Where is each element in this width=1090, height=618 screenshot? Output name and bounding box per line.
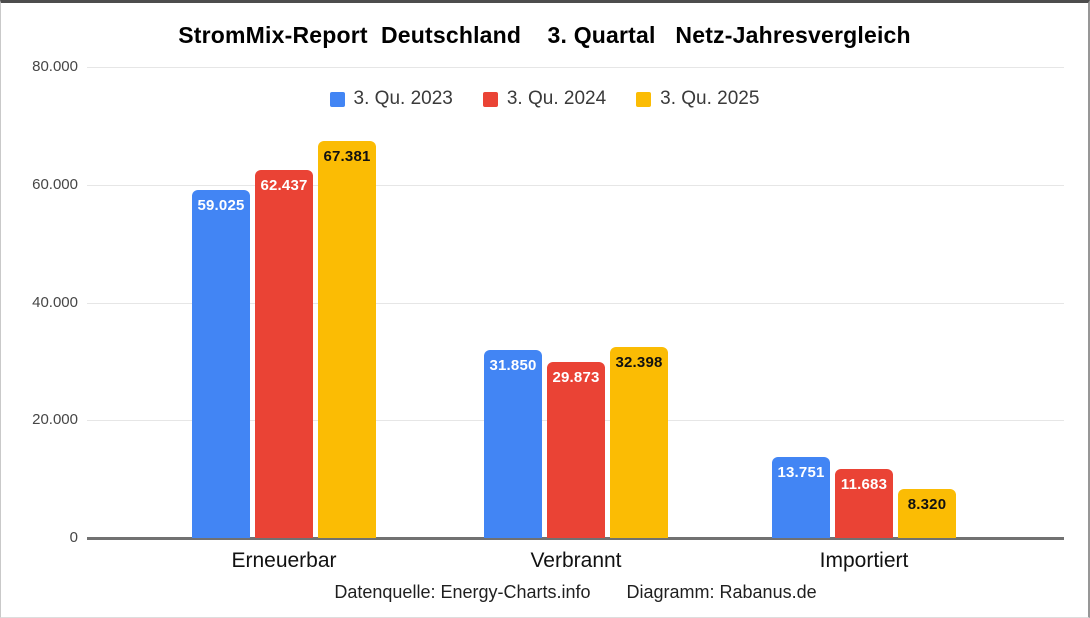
bar: 31.850 — [484, 350, 542, 538]
y-tick-label: 20.000 — [32, 411, 78, 429]
bar: 11.683 — [835, 469, 893, 538]
legend-item: 3. Qu. 2023 — [329, 88, 453, 110]
gridline — [87, 185, 1064, 186]
legend-label: 3. Qu. 2023 — [353, 88, 453, 109]
chart-title: StromMix-Report Deutschland 3. Quartal N… — [178, 22, 911, 48]
bar-value-label: 67.381 — [323, 148, 371, 166]
bar-value-label: 32.398 — [615, 354, 663, 372]
bar: 62.437 — [255, 170, 313, 538]
bar-value-label: 59.025 — [197, 197, 245, 215]
gridline — [87, 303, 1064, 304]
x-axis-line — [87, 537, 1064, 540]
category-label: Verbrannt — [530, 549, 622, 572]
legend-swatch-icon — [482, 91, 498, 107]
legend-label: 3. Qu. 2025 — [660, 88, 760, 109]
gridline — [87, 67, 1064, 68]
legend-item: 3. Qu. 2024 — [482, 88, 607, 110]
category-label: Erneuerbar — [231, 549, 337, 572]
bar-value-label: 31.850 — [489, 357, 537, 375]
y-tick-label: 80.000 — [32, 58, 78, 75]
bar-value-label: 13.751 — [777, 464, 825, 482]
y-tick-label: 60.000 — [32, 175, 78, 193]
bar-value-label: 29.873 — [552, 369, 600, 387]
y-tick-label: 0 — [69, 529, 78, 546]
bar: 59.025 — [192, 190, 250, 538]
chart-legend: 3. Qu. 2023 3. Qu. 2024 3. Qu. 2025 — [1, 88, 1088, 110]
bar: 67.381 — [318, 141, 376, 538]
bar-value-label: 62.437 — [260, 177, 308, 195]
category-label: Importiert — [819, 549, 909, 572]
bar: 29.873 — [547, 362, 605, 538]
bar: 32.398 — [610, 347, 668, 538]
y-tick-label: 40.000 — [32, 293, 78, 311]
data-source-credit: Datenquelle: Energy-Charts.info — [334, 582, 591, 602]
chart-footer: Datenquelle: Energy-Charts.info Diagramm… — [87, 582, 1064, 603]
bar-value-label: 11.683 — [840, 476, 888, 494]
bar-value-label: 8.320 — [907, 496, 947, 514]
bar: 8.320 — [898, 489, 956, 538]
legend-swatch-icon — [329, 91, 345, 107]
plot-area: 0 20.000 40.000 60.000 80.000 59.025 62.437 67.… — [1, 3, 1088, 617]
legend-item: 3. Qu. 2025 — [636, 88, 759, 110]
bar: 13.751 — [772, 457, 830, 538]
legend-swatch-icon — [636, 91, 652, 107]
diagram-credit: Diagramm: Rabanus.de — [626, 582, 817, 602]
legend-label: 3. Qu. 2024 — [506, 88, 607, 109]
